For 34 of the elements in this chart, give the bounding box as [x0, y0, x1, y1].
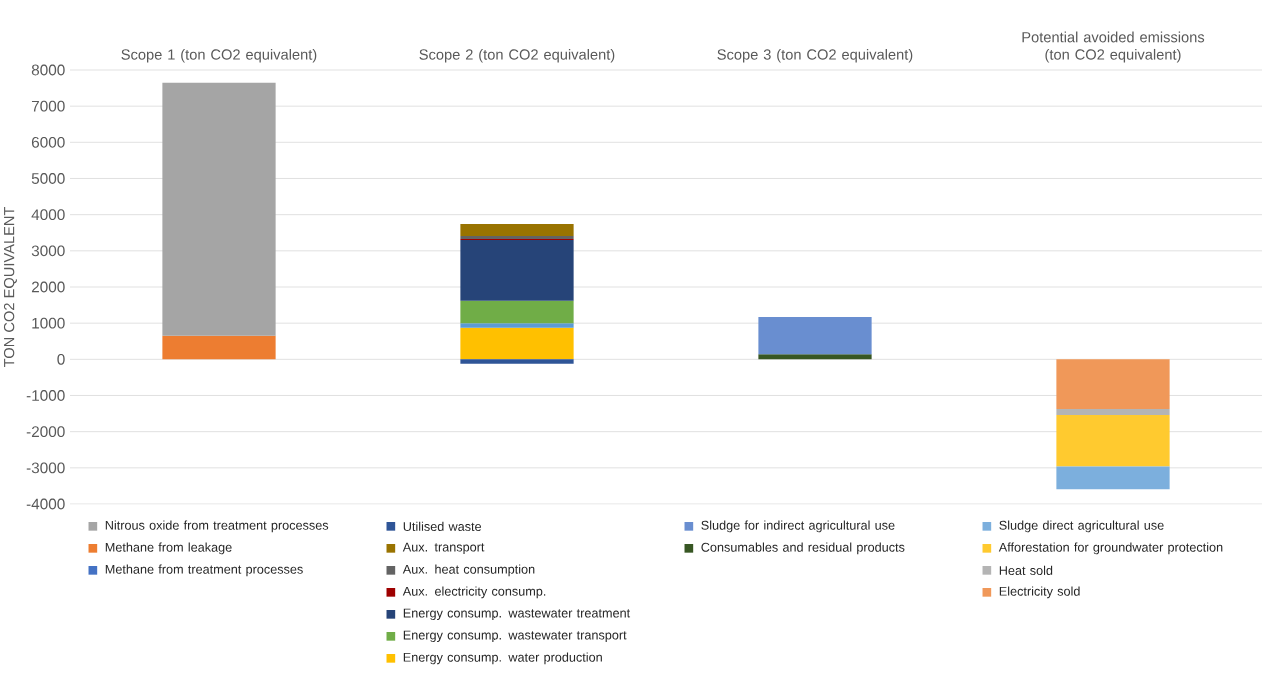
legend-label: Methane from treatment processes [105, 564, 303, 577]
y-tick-label: 6000 [31, 136, 65, 148]
y-tick-label: 3000 [31, 245, 65, 257]
x-tick-label: Scope 2 (ton CO2 equivalent) [419, 48, 615, 63]
legend-label: Electricity sold [999, 586, 1080, 599]
legend-label: Sludge direct agricultural use [999, 520, 1164, 533]
legend-label: Methane from leakage [105, 542, 232, 555]
legend-label: Energy consump. wastewater transport [403, 630, 627, 643]
y-tick-label: 0 [57, 353, 65, 365]
x-tick-label: Scope 1 (ton CO2 equivalent) [121, 48, 317, 63]
legend-label: Utilised waste [403, 521, 482, 531]
y-tick-label: 7000 [31, 100, 65, 112]
legend-label: Sludge for indirect agricultural use [701, 520, 895, 533]
y-tick-label: -2000 [26, 426, 65, 438]
y-tick-label: 1000 [32, 317, 65, 329]
legend-label: Aux. transport [402, 542, 485, 555]
y-tick-label: 2000 [31, 281, 65, 293]
legend-label: Energy consump. wastewater treatment [403, 608, 631, 621]
legend-label: Aux. heat consumption [402, 564, 535, 577]
legend-label: Nitrous oxide from treatment processes [105, 520, 329, 533]
x-tick-label: Scope 3 (ton CO2 equivalent) [717, 48, 913, 63]
legend-label: Afforestation for groundwater protection [998, 542, 1223, 555]
y-axis-title: TON CO2 EQUIVALENT [3, 206, 17, 368]
y-tick-label: 8000 [31, 64, 65, 76]
legend-label: Energy consump. water production [403, 652, 602, 665]
y-tick-label: -3000 [26, 462, 65, 474]
y-tick-label: 5000 [31, 173, 65, 184]
y-tick-label: 4000 [31, 209, 65, 221]
legend-label: Heat sold [999, 565, 1053, 575]
y-tick-label: -1000 [26, 390, 65, 401]
legend-label: Aux. electricity consump. [402, 586, 546, 599]
x-tick-label: Potential avoided emissions (ton CO2 equivalent) [1022, 31, 1205, 63]
legend-label: Consumables and residual products [701, 542, 905, 555]
y-tick-label: -4000 [26, 498, 65, 510]
